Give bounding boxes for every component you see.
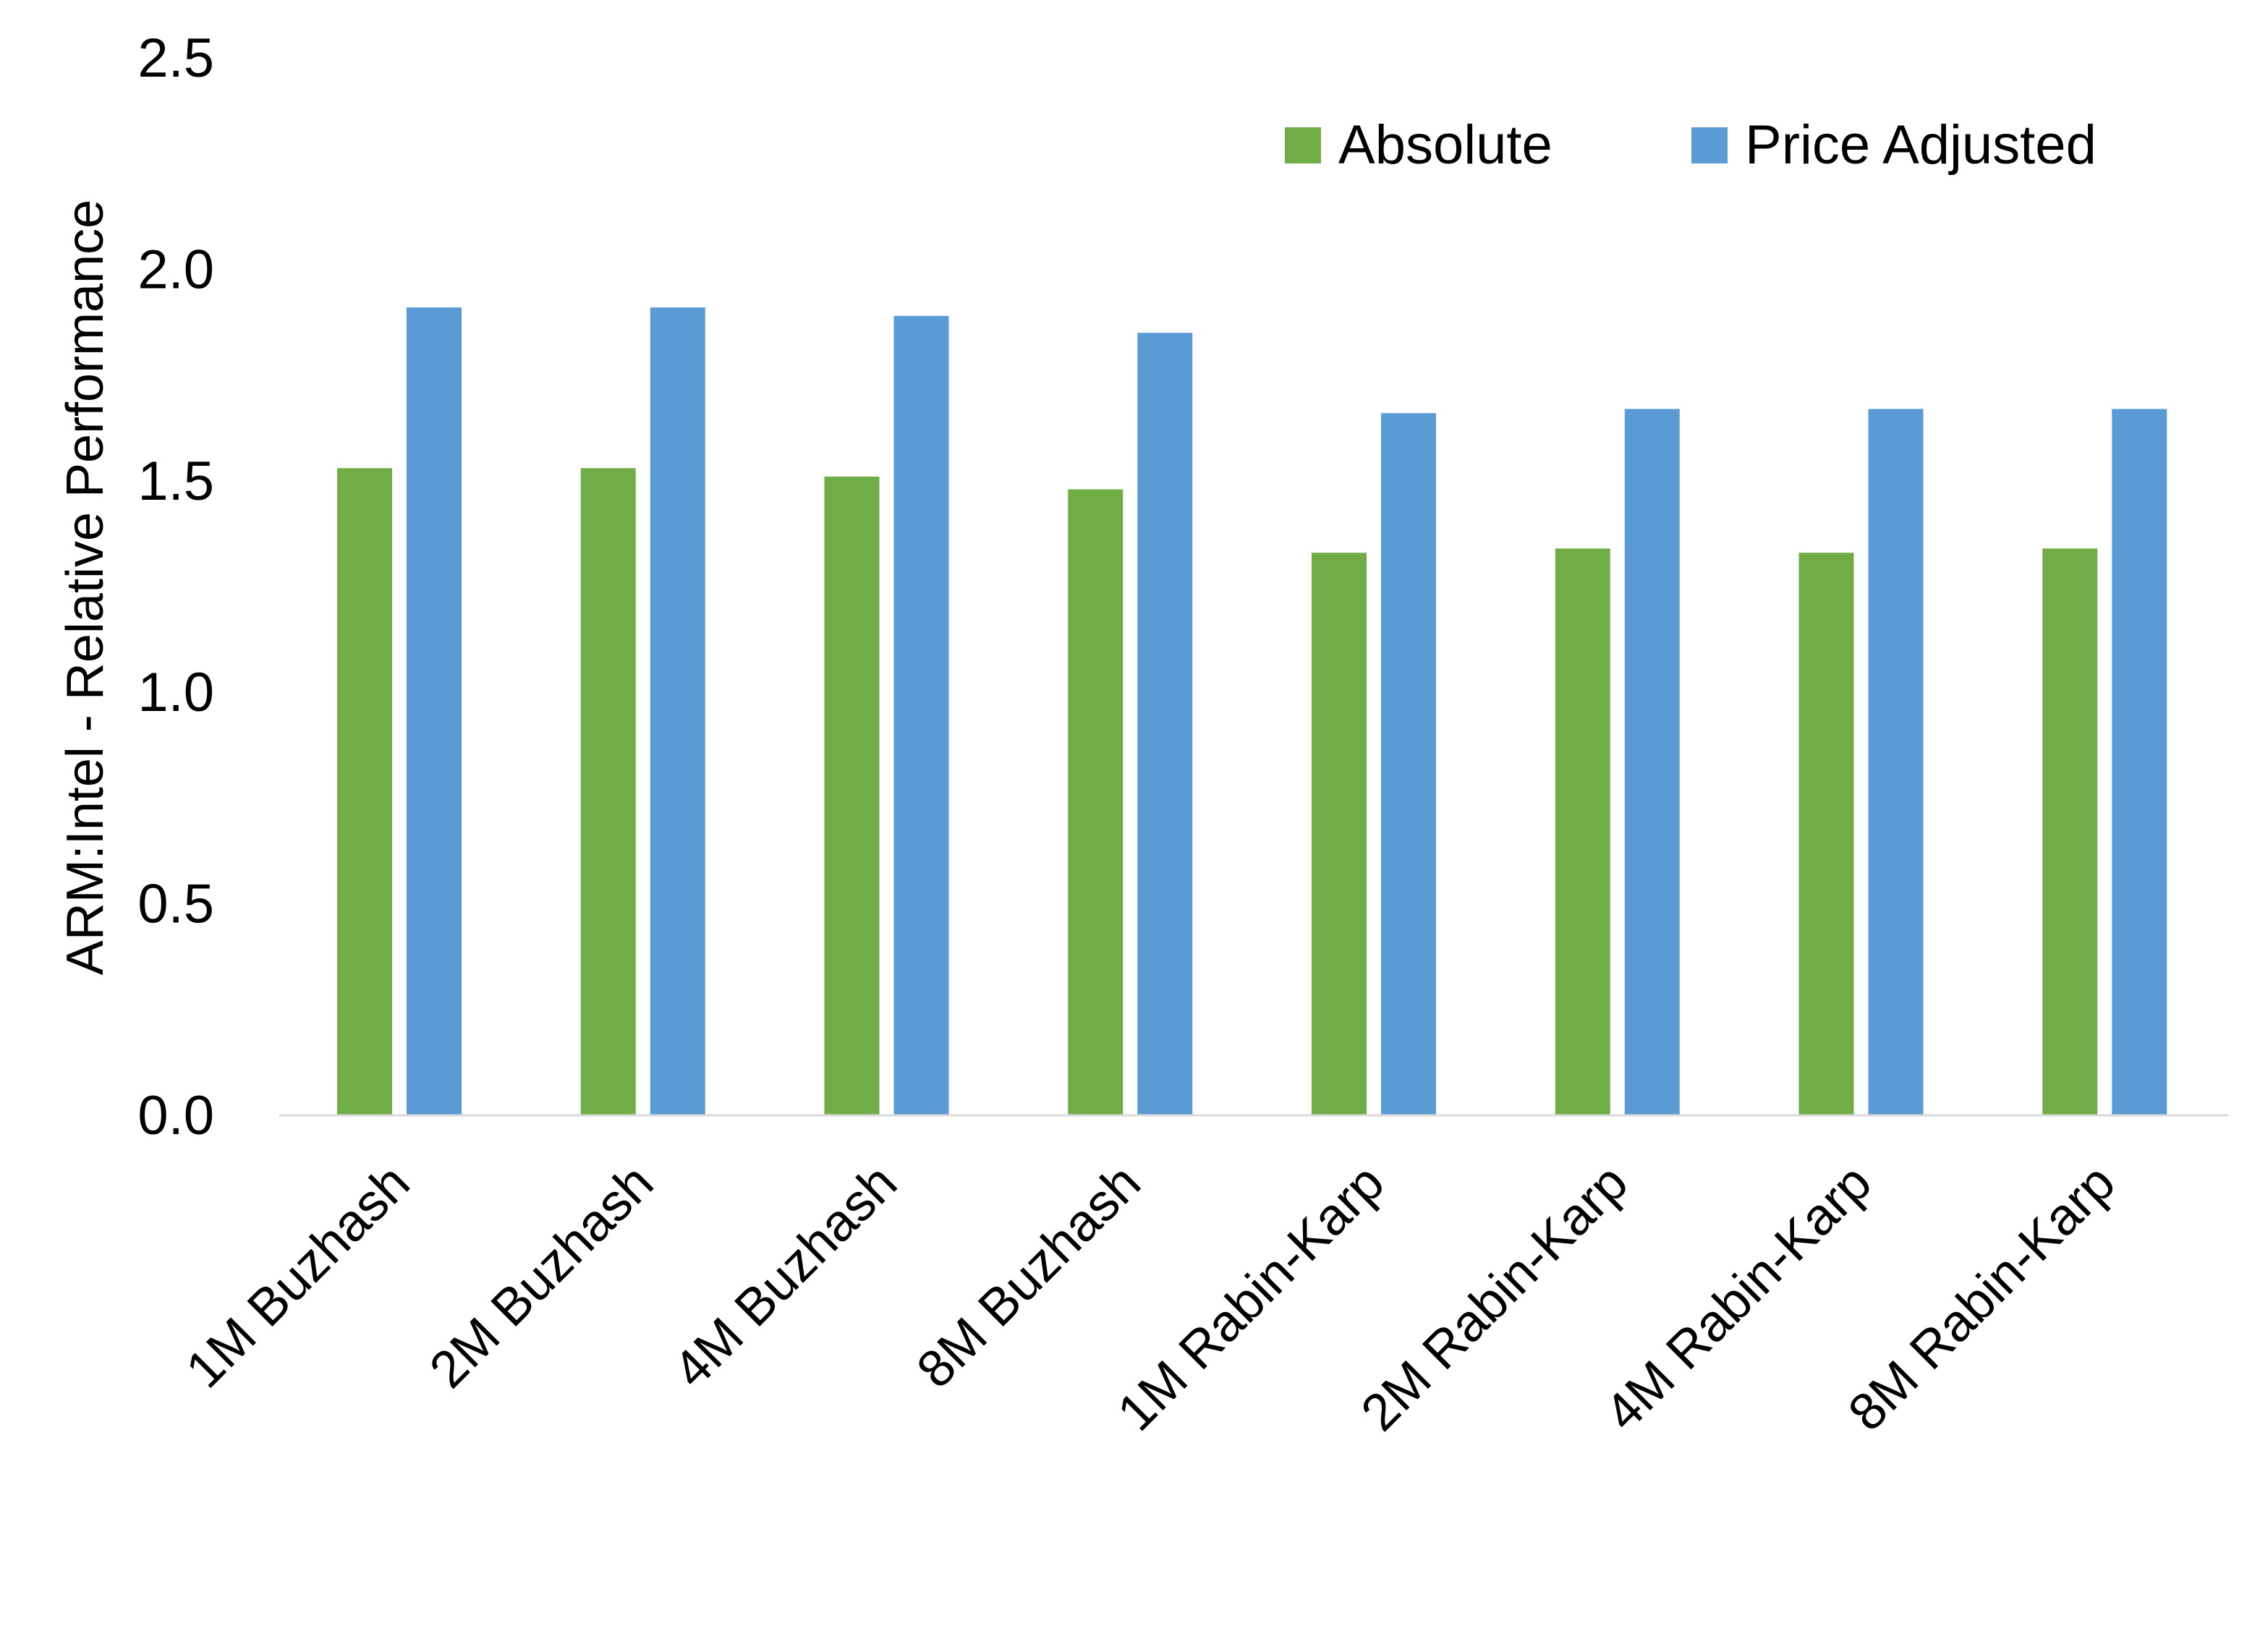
bar-absolute (1798, 553, 1854, 1115)
bar-price-adjusted (893, 315, 949, 1115)
legend-swatch-absolute (1285, 127, 1321, 163)
bar-price-adjusted (1381, 413, 1436, 1115)
x-category-label: 2M Buzhash (419, 1154, 665, 1400)
x-category-label: 8M Buzhash (906, 1154, 1152, 1400)
legend-swatch-price-adjusted (1691, 127, 1728, 163)
x-category-label: 1M Buzhash (175, 1154, 421, 1400)
bar-absolute (580, 468, 636, 1115)
y-tick-label: 0.0 (137, 1085, 214, 1146)
bar-price-adjusted (650, 307, 705, 1116)
x-category-label: 4M Buzhash (663, 1154, 909, 1400)
bar-absolute (1068, 489, 1124, 1115)
bar-absolute (1312, 553, 1367, 1115)
bar-price-adjusted (1868, 409, 1924, 1115)
y-tick-label: 0.5 (137, 874, 214, 935)
legend-label-absolute: Absolute (1338, 114, 1553, 176)
bar-absolute (824, 476, 880, 1115)
bar-absolute (2042, 548, 2098, 1115)
y-axis-ticks: 0.0 0.5 1.0 1.5 2.0 2.5 (137, 27, 214, 1146)
legend: Absolute Price Adjusted (1285, 114, 2097, 176)
bar-price-adjusted (1137, 333, 1193, 1115)
bar-price-adjusted (407, 307, 462, 1116)
bar-absolute (1555, 548, 1610, 1115)
y-tick-label: 1.0 (137, 662, 214, 723)
bars (337, 307, 2167, 1116)
bar-price-adjusted (1624, 409, 1680, 1115)
y-tick-label: 2.5 (137, 27, 214, 89)
y-tick-label: 1.5 (137, 451, 214, 512)
y-tick-label: 2.0 (137, 239, 214, 300)
y-axis-label: ARM:Intel - Relative Performance (56, 200, 114, 975)
bar-price-adjusted (2112, 409, 2167, 1115)
x-category-label: 8M Rabin-Karp (1838, 1154, 2126, 1442)
bar-absolute (337, 468, 392, 1115)
legend-label-price-adjusted: Price Adjusted (1745, 114, 2097, 176)
